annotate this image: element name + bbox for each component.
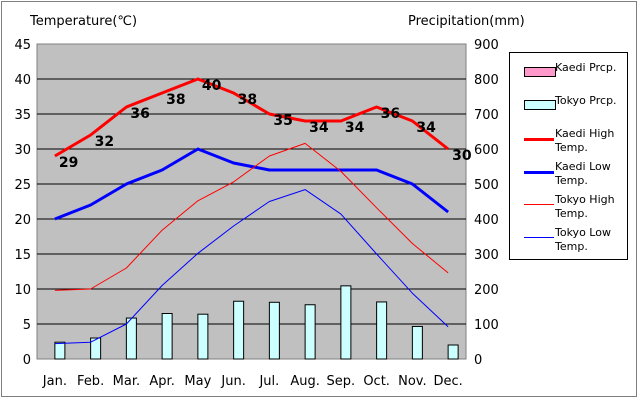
bar-tokyo-prcp xyxy=(340,285,352,360)
data-label: 34 xyxy=(416,120,436,136)
data-label: 34 xyxy=(345,120,365,136)
x-tick-label: Mar. xyxy=(113,374,140,389)
legend-label: Kaedi High Temp. xyxy=(555,127,615,154)
legend-swatch xyxy=(524,138,554,141)
data-label: 29 xyxy=(59,155,78,171)
bar-tokyo-prcp xyxy=(125,317,137,360)
x-tick-label: Dec. xyxy=(433,374,462,389)
legend-item: Kaedi High Temp. xyxy=(510,127,629,159)
legend-label: Tokyo Prcp. xyxy=(555,94,617,107)
x-tick-label: May xyxy=(184,374,211,389)
right-tick-label: 500 xyxy=(474,178,499,193)
data-label: 30 xyxy=(452,148,472,164)
precipitation-bars xyxy=(54,285,459,360)
bar-tokyo-prcp xyxy=(268,301,280,360)
legend-swatch xyxy=(524,204,554,205)
bar-tokyo-prcp xyxy=(447,344,459,360)
x-tick-label: Aug. xyxy=(290,374,320,389)
plot-area xyxy=(36,43,467,360)
x-axis: Jan. Feb. Mar. Apr. May Jun. Jul. Aug. Sep. Oct. N… xyxy=(42,374,463,389)
gridlines xyxy=(37,78,466,325)
x-tick-label: Apr. xyxy=(149,374,174,389)
bar-tokyo-prcp xyxy=(54,341,66,360)
legend-item: Kaedi Prcp. xyxy=(510,61,629,93)
right-tick-label: 800 xyxy=(474,73,499,88)
line-tokyo-high-temp xyxy=(54,142,449,291)
bar-tokyo-prcp xyxy=(161,313,173,360)
left-tick-label: 25 xyxy=(14,178,31,193)
right-tick-label: 0 xyxy=(474,353,482,368)
legend-swatch xyxy=(524,237,554,238)
legend: Kaedi Prcp. Tokyo Prcp. Kaedi High Temp. Ka… xyxy=(509,52,628,260)
legend-item: Kaedi Low Temp. xyxy=(510,160,629,192)
bar-tokyo-prcp xyxy=(411,325,423,360)
x-tick-label: Jul. xyxy=(258,374,279,389)
legend-label: Tokyo Low Temp. xyxy=(555,226,611,253)
right-tick-label: 100 xyxy=(474,318,499,333)
left-axis-title: Temperature(℃) xyxy=(30,14,138,29)
legend-label: Kaedi Prcp. xyxy=(555,61,617,74)
x-tick-label: Sep. xyxy=(327,374,356,389)
legend-item: Tokyo Low Temp. xyxy=(510,226,629,258)
x-tick-label: Jan. xyxy=(42,374,67,389)
left-tick-label: 35 xyxy=(14,108,31,123)
left-tick-label: 30 xyxy=(14,143,31,158)
legend-label: Tokyo High Temp. xyxy=(555,193,615,220)
x-tick-label: Jun. xyxy=(220,374,245,389)
left-tick-label: 45 xyxy=(14,38,31,53)
bar-tokyo-prcp xyxy=(376,301,388,360)
x-tick-label: Nov. xyxy=(398,374,427,389)
data-label: 34 xyxy=(309,120,329,136)
data-label: 38 xyxy=(238,92,257,108)
right-tick-label: 300 xyxy=(474,248,499,263)
legend-item: Tokyo Prcp. xyxy=(510,94,629,126)
left-tick-label: 20 xyxy=(14,213,31,228)
data-label: 36 xyxy=(381,106,400,122)
left-tick-label: 0 xyxy=(23,353,31,368)
right-y-axis: 0 100 200 300 400 500 600 700 800 900 xyxy=(474,38,499,368)
legend-swatch xyxy=(524,171,554,174)
data-labels: 29 32 36 38 40 38 35 34 34 36 34 30 xyxy=(59,78,472,171)
bar-tokyo-prcp xyxy=(197,313,209,360)
data-label: 35 xyxy=(273,113,292,129)
left-tick-label: 15 xyxy=(14,248,31,263)
left-tick-label: 5 xyxy=(23,318,31,333)
data-label: 32 xyxy=(95,134,114,150)
left-y-axis: 0 5 10 15 20 25 30 35 40 45 xyxy=(14,38,31,368)
right-tick-label: 900 xyxy=(474,38,499,53)
x-tick-label: Oct. xyxy=(363,374,390,389)
legend-swatch xyxy=(524,67,556,77)
legend-item: Tokyo High Temp. xyxy=(510,193,629,225)
left-tick-label: 40 xyxy=(14,73,31,88)
left-tick-label: 10 xyxy=(14,283,31,298)
bar-tokyo-prcp xyxy=(304,304,316,360)
line-kaedi-high-temp xyxy=(54,77,450,158)
right-tick-label: 600 xyxy=(474,143,499,158)
temperature-lines xyxy=(54,77,450,345)
data-label: 40 xyxy=(202,78,222,94)
chart-canvas: 29 32 36 38 40 38 35 34 34 36 34 30 0 5 10 15 20 25 30 35 4… xyxy=(14,38,499,389)
right-axis-title: Precipitation(mm) xyxy=(408,14,525,29)
line-tokyo-low-temp xyxy=(54,189,449,345)
data-label: 38 xyxy=(166,92,185,108)
right-tick-label: 200 xyxy=(474,283,499,298)
line-kaedi-low-temp xyxy=(54,147,450,221)
data-label: 36 xyxy=(130,106,149,122)
right-tick-label: 700 xyxy=(474,108,499,123)
bar-tokyo-prcp xyxy=(90,337,102,360)
x-tick-label: Feb. xyxy=(77,374,104,389)
bar-tokyo-prcp xyxy=(233,300,245,360)
legend-label: Kaedi Low Temp. xyxy=(555,160,611,187)
right-tick-label: 400 xyxy=(474,213,499,228)
legend-swatch xyxy=(524,100,556,110)
